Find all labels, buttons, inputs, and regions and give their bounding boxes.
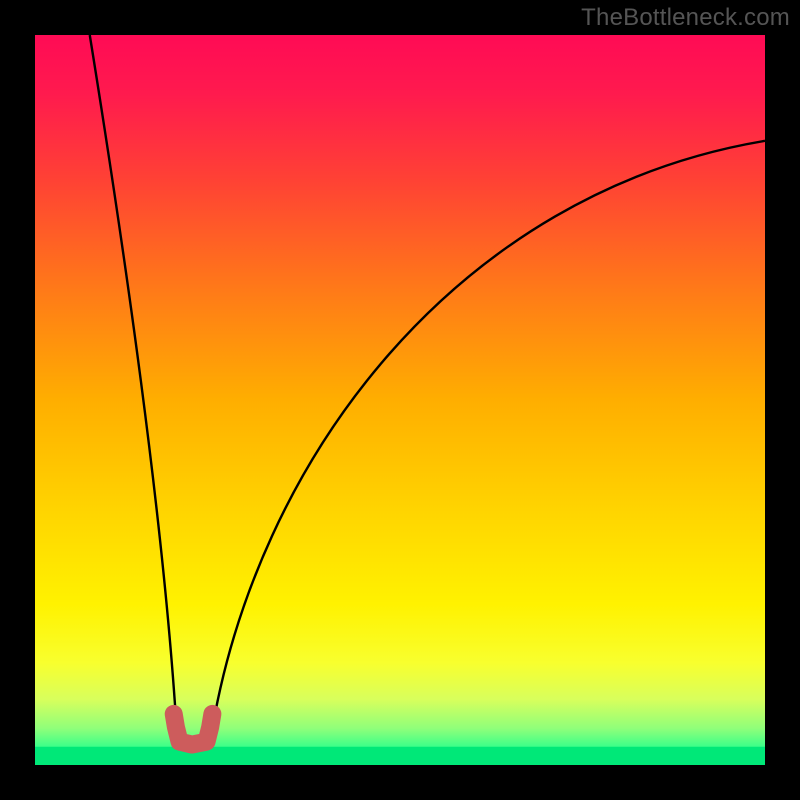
attribution-label: TheBottleneck.com xyxy=(581,4,790,32)
chart-container: TheBottleneck.com xyxy=(0,0,800,800)
chart-svg xyxy=(0,0,800,800)
bottom-green-strip xyxy=(35,747,765,765)
